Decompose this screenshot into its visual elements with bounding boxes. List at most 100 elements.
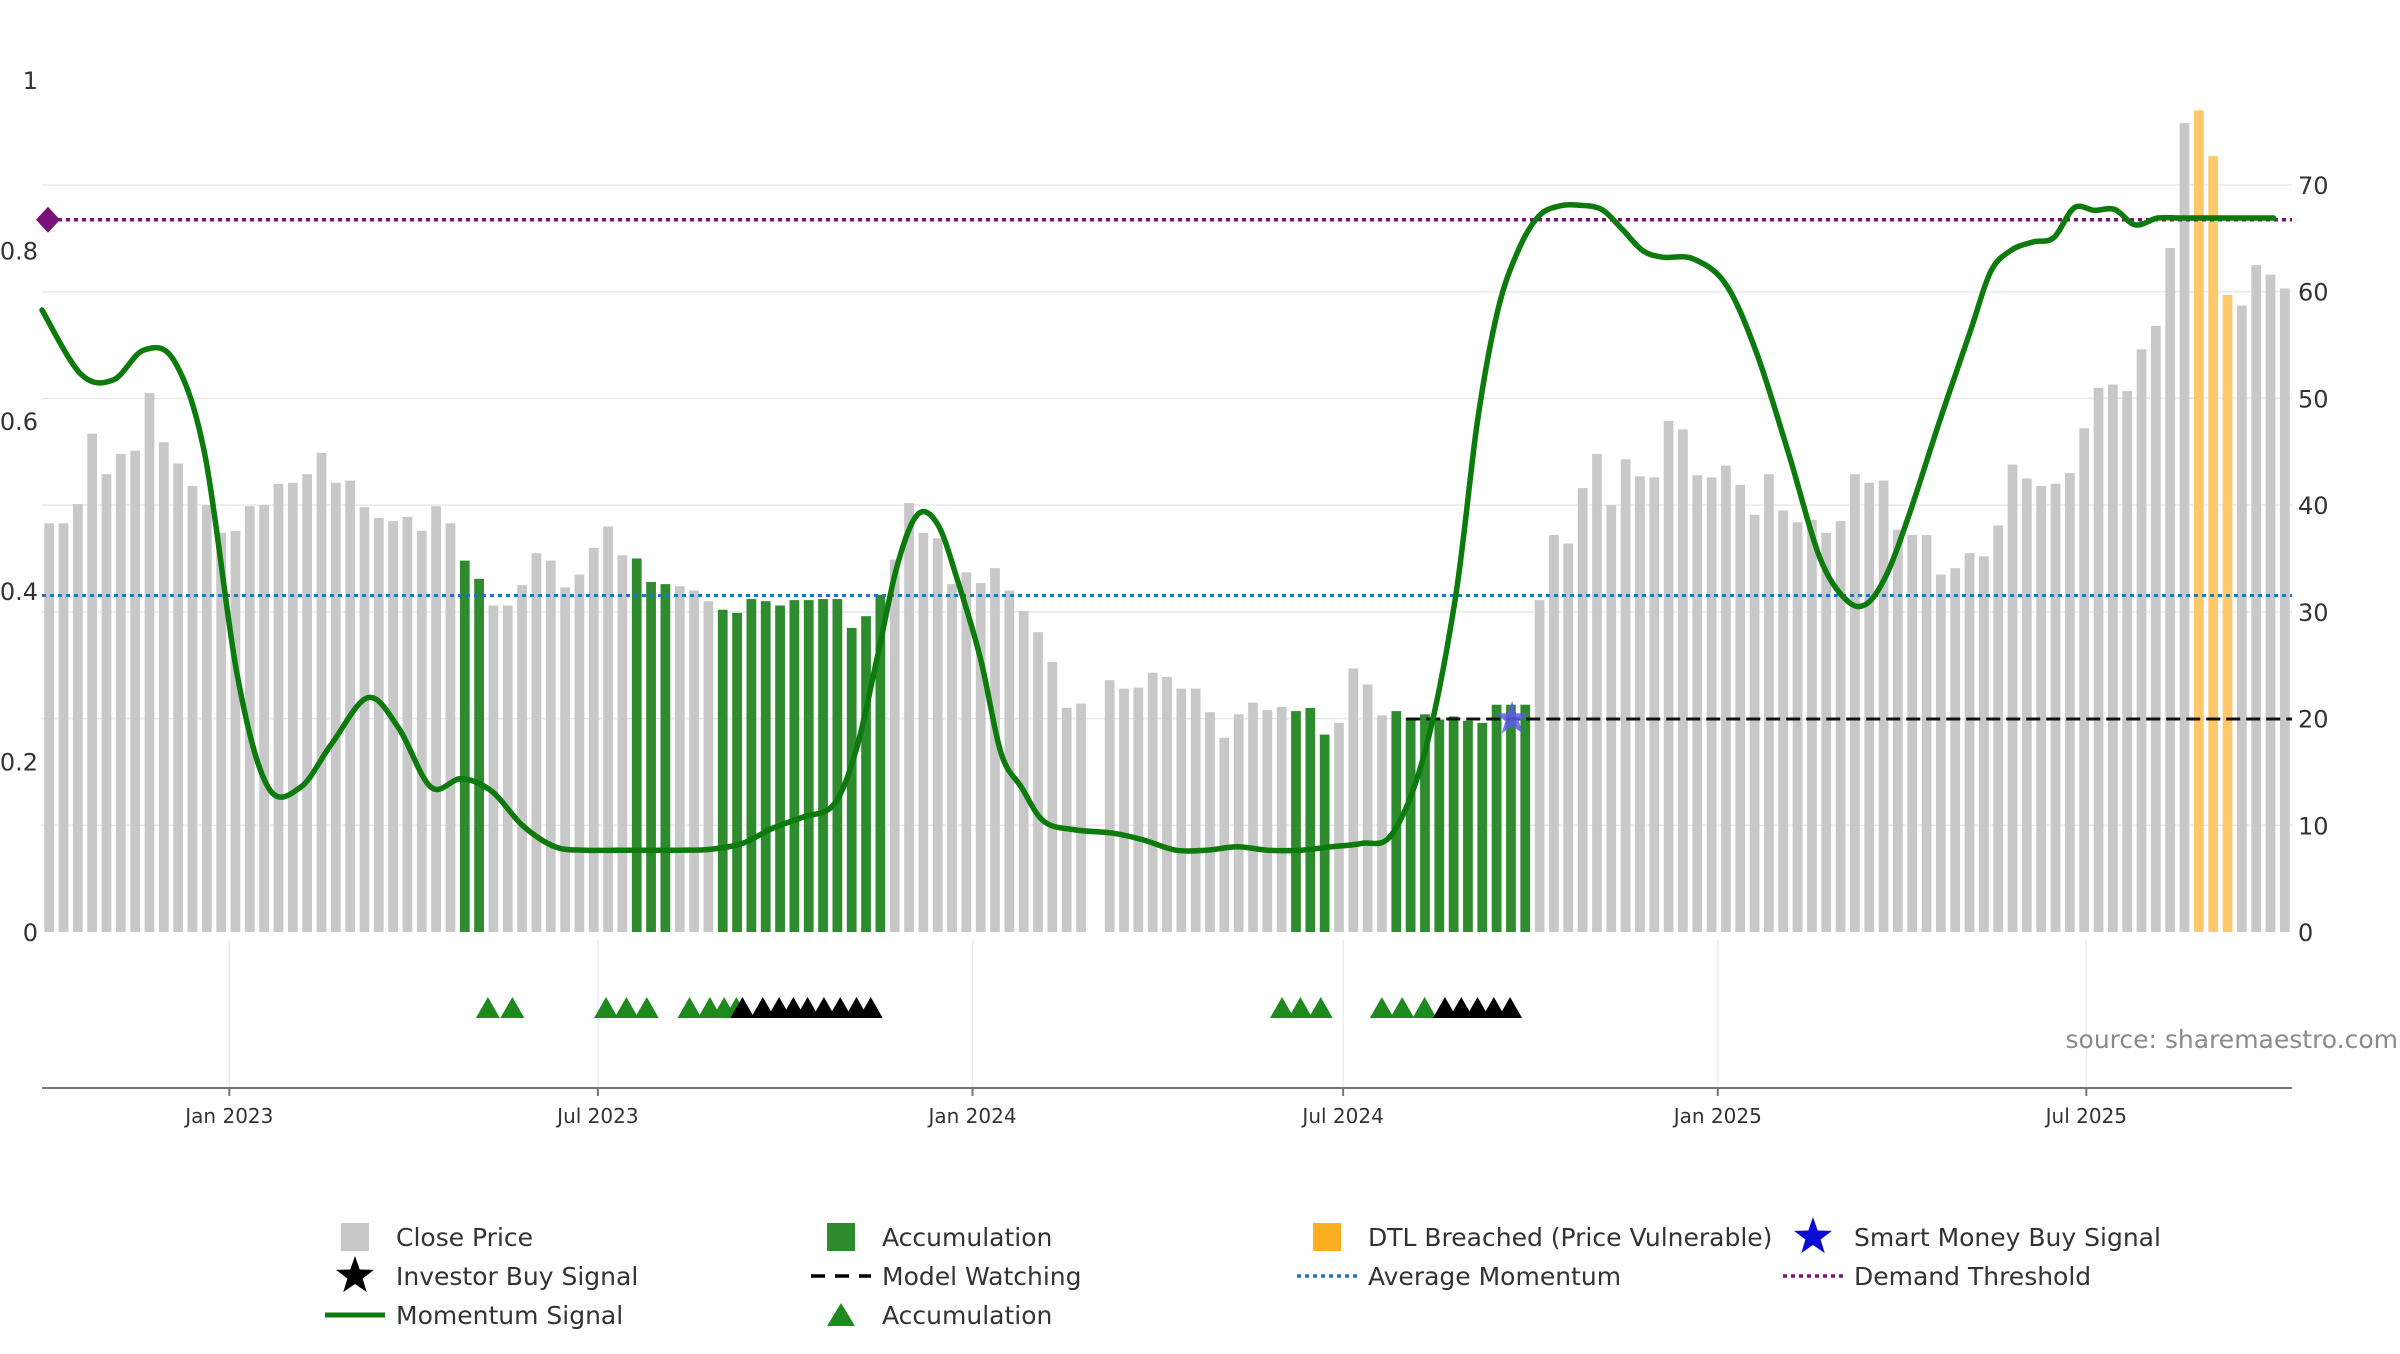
legend-label: Close Price (396, 1223, 533, 1252)
close-price-bar (1133, 687, 1144, 932)
right-axis-tick-label: 50 (2298, 385, 2329, 413)
close-price-bar (373, 517, 384, 932)
accumulation-marker (614, 997, 639, 1018)
close-price-bar (1104, 680, 1115, 932)
close-price-bar (1362, 684, 1373, 932)
accumulation-bar (1506, 704, 1516, 932)
close-price-bar (1936, 574, 1946, 932)
close-price-bar (1176, 688, 1187, 932)
left-axis-tick-label: 0.6 (0, 408, 38, 436)
legend-label: Accumulation (882, 1301, 1052, 1330)
close-price-bar (230, 530, 241, 932)
close-price-bar (1219, 737, 1230, 932)
accumulation-marker (594, 997, 619, 1018)
close-price-bar (1033, 632, 1043, 932)
close-price-bar (187, 485, 198, 932)
close-price-bar (1190, 688, 1201, 932)
bars-layer (44, 110, 2290, 933)
close-price-bar (961, 572, 972, 932)
close-price-bar (889, 559, 900, 932)
legend-label: Investor Buy Signal (396, 1262, 638, 1291)
close-price-bar (1706, 477, 1717, 932)
accumulation-bar (1491, 704, 1502, 932)
close-price-bar (1979, 556, 1989, 932)
investor-buy-signal-marker (1465, 997, 1490, 1018)
close-price-bar (517, 585, 527, 932)
close-price-bar (1893, 529, 1903, 932)
accumulation-bar (1477, 722, 1488, 932)
right-axis-tick-label: 10 (2298, 812, 2329, 840)
accumulation-marker (1270, 997, 1295, 1018)
close-price-bar (44, 523, 55, 932)
x-axis-tick-label: Jan 2024 (926, 1104, 1016, 1128)
close-price-bar (1749, 514, 1760, 932)
close-price-bar (302, 474, 312, 932)
close-price-bar (1864, 482, 1875, 932)
close-price-bar (1821, 532, 1832, 932)
right-axis-tick-label: 60 (2298, 279, 2329, 307)
left-axis-tick-label: 0.4 (0, 578, 38, 606)
close-price-bar (101, 474, 112, 932)
close-price-bar (201, 505, 212, 932)
close-price-bar (1076, 703, 1086, 932)
legend-label: Accumulation (882, 1223, 1052, 1252)
close-price-bar (1620, 459, 1631, 932)
close-price-bar (345, 480, 355, 932)
right-axis-tick-label: 0 (2298, 919, 2313, 947)
investor-buy-signal-marker (828, 997, 853, 1018)
investor-buy-signal-marker (1498, 997, 1523, 1018)
legend-label: DTL Breached (Price Vulnerable) (1368, 1223, 1772, 1252)
accumulation-bar (660, 584, 671, 932)
accumulation-marker (500, 997, 525, 1018)
close-price-bar (158, 442, 169, 932)
accumulation-marker (1288, 997, 1313, 1018)
close-price-bar (144, 393, 155, 932)
close-price-bar (445, 523, 456, 932)
right-axis-tick-label: 40 (2298, 492, 2329, 520)
accumulation-bar (459, 560, 470, 932)
accumulation-bar (1520, 704, 1531, 932)
x-axis-tick-label: Jul 2024 (1300, 1104, 1383, 1128)
accumulation-marker (1412, 997, 1437, 1018)
legend-swatch-star (1793, 1217, 1833, 1254)
close-price-bar (2122, 390, 2133, 932)
close-price-bar (330, 482, 341, 932)
close-price-bar (1835, 521, 1846, 932)
close-price-bar (1778, 510, 1789, 932)
close-price-bar (1993, 525, 2004, 932)
legend-swatch-square (341, 1223, 369, 1251)
markers-layer (475, 701, 1530, 1018)
source-text: source: sharemaestro.com (2066, 1025, 2399, 1054)
close-price-bar (1663, 420, 1674, 932)
accumulation-bar (1291, 711, 1301, 932)
close-price-bar (918, 532, 929, 932)
close-price-bar (2265, 274, 2276, 932)
close-price-bar (1678, 429, 1688, 932)
momentum-signal-line (39, 202, 2277, 854)
close-price-bar (603, 526, 613, 932)
accumulation-bar (1420, 714, 1430, 932)
close-price-bar (1549, 535, 1559, 932)
accumulation-bar (732, 612, 742, 932)
close-price-bar (531, 553, 542, 932)
accumulation-marker (475, 997, 500, 1018)
close-price-bar (2279, 288, 2290, 933)
close-price-bar (1907, 535, 1918, 932)
investor-buy-signal-marker (858, 997, 883, 1018)
close-price-bar (545, 560, 556, 932)
close-price-bar (216, 532, 227, 932)
accumulation-marker (1308, 997, 1333, 1018)
close-price-bar (2165, 247, 2176, 932)
right-axis-tick-label: 70 (2298, 172, 2329, 200)
close-price-bar (574, 574, 585, 932)
close-price-bar (1878, 480, 1889, 932)
x-axis-tick-label: Jan 2023 (183, 1104, 273, 1128)
close-price-bar (1162, 676, 1172, 932)
close-price-bar (2093, 387, 2104, 932)
close-price-bar (431, 506, 441, 932)
close-price-bar (617, 555, 628, 932)
close-price-bar (130, 450, 141, 932)
close-price-bar (1764, 474, 1774, 932)
accumulation-marker (634, 997, 659, 1018)
